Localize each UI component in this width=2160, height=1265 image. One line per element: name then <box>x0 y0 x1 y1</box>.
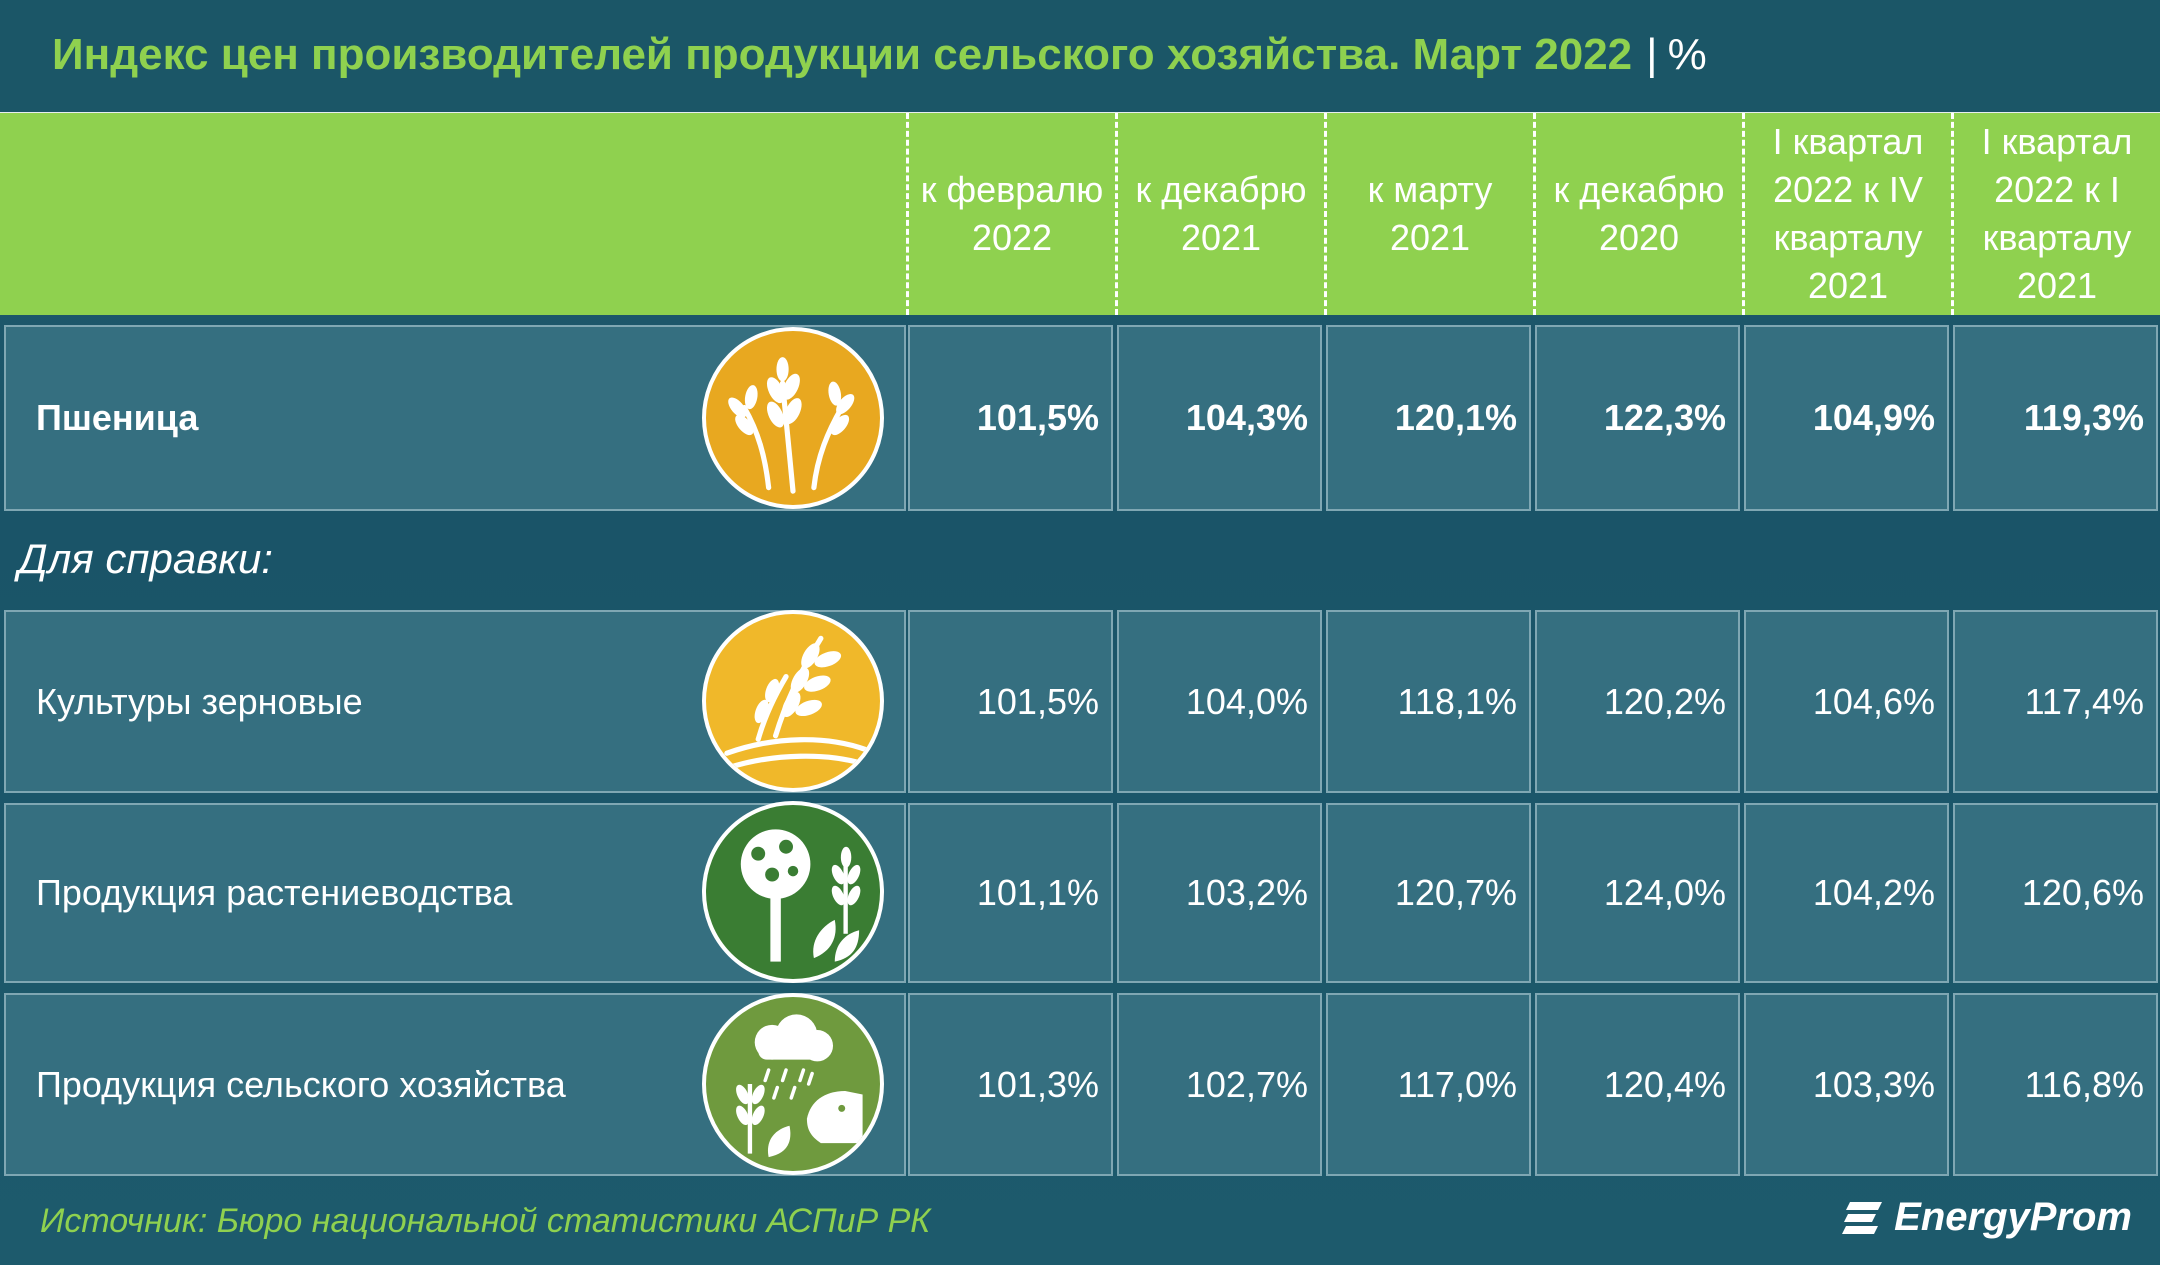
row-label: Культуры зерновые <box>36 680 363 722</box>
table-cell: 103,3% <box>1744 993 1949 1176</box>
grain-icon <box>702 610 884 792</box>
energyprom-logo-icon <box>1842 1201 1883 1234</box>
table-cell: 104,0% <box>1117 610 1322 793</box>
column-header: к декабрю 2021 <box>1115 113 1324 315</box>
source-note: Источник: Бюро национальной статистики А… <box>40 1202 931 1240</box>
column-header: I квартал 2022 к IV кварталу 2021 <box>1742 113 1951 315</box>
column-header: к декабрю 2020 <box>1533 113 1742 315</box>
table-cell: 120,2% <box>1535 610 1740 793</box>
table-cell: 120,6% <box>1953 803 2158 983</box>
table-cell: 104,3% <box>1117 325 1322 511</box>
table-cell: 101,5% <box>908 610 1113 793</box>
table-cell: 102,7% <box>1117 993 1322 1176</box>
wheat-icon <box>702 327 884 509</box>
table-row: Культуры зерновые 101,5% 104,0% 118,1% 1… <box>0 610 2160 793</box>
table-cell: 101,5% <box>908 325 1113 511</box>
row-label: Продукция растениеводства <box>36 872 513 913</box>
row-label: Продукция сельского хозяйства <box>36 1063 566 1105</box>
title-bar: Индекс цен производителей продукции сель… <box>0 0 2160 114</box>
farm-icon <box>702 993 884 1175</box>
unit-separator: | <box>1646 30 1658 79</box>
table-cell: 117,0% <box>1326 993 1531 1176</box>
column-header: к марту 2021 <box>1324 113 1533 315</box>
table-cell: 120,7% <box>1326 803 1531 983</box>
row-label: Пшеница <box>36 397 199 438</box>
table-header: к февралю 2022 к декабрю 2021 к марту 20… <box>0 113 2160 315</box>
unit-label: % <box>1667 30 1707 79</box>
reference-note: Для справки: <box>18 535 273 582</box>
chart-title: Индекс цен производителей продукции сель… <box>52 30 1707 80</box>
table-cell: 124,0% <box>1535 803 1740 983</box>
table-cell: 104,2% <box>1744 803 1949 983</box>
table-cell: 122,3% <box>1535 325 1740 511</box>
brand-logo: EnergyProm <box>1842 1195 2132 1240</box>
table-cell: 120,1% <box>1326 325 1531 511</box>
table-cell: 104,9% <box>1744 325 1949 511</box>
table-cell: 104,6% <box>1744 610 1949 793</box>
table-cell: 118,1% <box>1326 610 1531 793</box>
table-row: Пшеница 101,5% 104,3% 120,1% 122,3% 104,… <box>0 325 2160 511</box>
brand-name: EnergyProm <box>1894 1195 2132 1239</box>
table-cell: 120,4% <box>1535 993 1740 1176</box>
tree-icon <box>702 801 884 983</box>
table-row: Продукция сельского хозяйства 101,3% 102… <box>0 993 2160 1176</box>
column-header: I квартал 2022 к I кварталу 2021 <box>1951 113 2160 315</box>
table-cell: 119,3% <box>1953 325 2158 511</box>
column-header: к февралю 2022 <box>906 113 1115 315</box>
table-cell: 101,1% <box>908 803 1113 983</box>
table-cell: 103,2% <box>1117 803 1322 983</box>
table-cell: 117,4% <box>1953 610 2158 793</box>
table-cell: 101,3% <box>908 993 1113 1176</box>
table-cell: 116,8% <box>1953 993 2158 1176</box>
title-text: Индекс цен производителей продукции сель… <box>52 30 1633 79</box>
table-row: Продукция растениеводства 101,1% 103,2% … <box>0 801 2160 983</box>
